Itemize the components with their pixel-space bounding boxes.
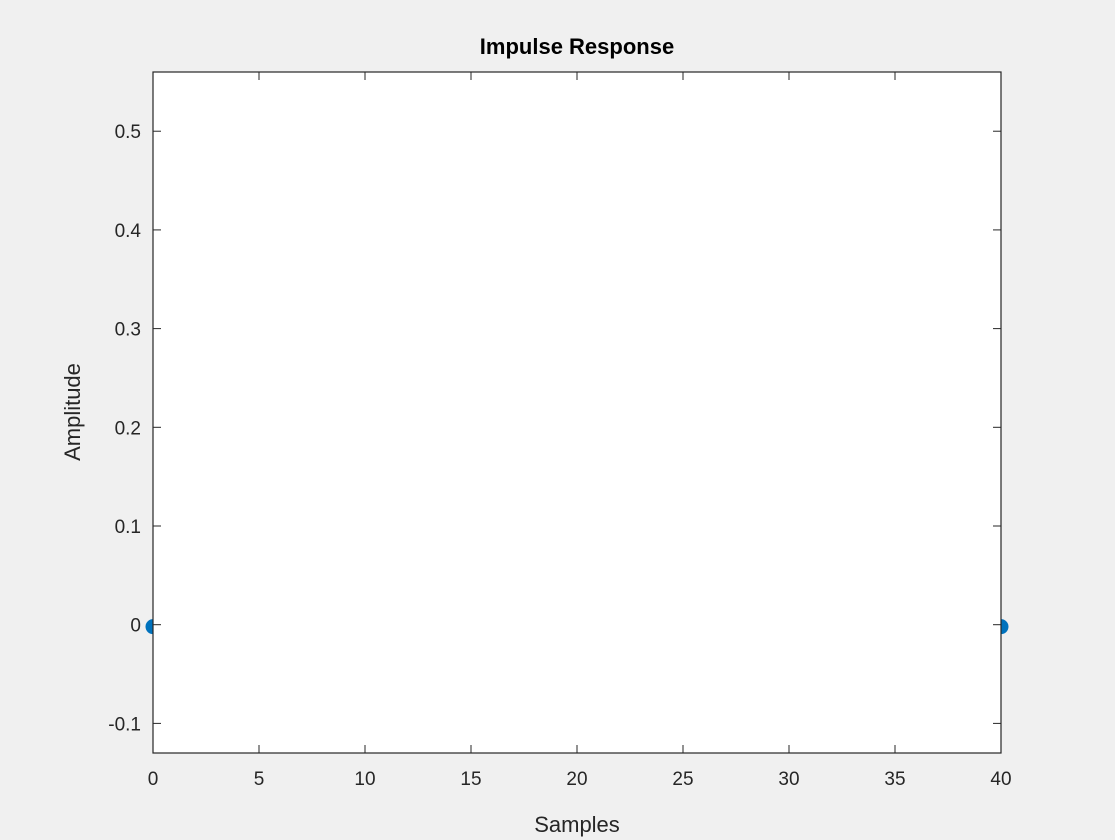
y-tick-label: 0.5	[115, 122, 141, 143]
y-tick-label: 0	[130, 616, 141, 637]
x-tick-label: 15	[460, 769, 481, 790]
x-tick-label: 20	[566, 769, 587, 790]
x-axis-ticks: 0 5 10 15 20 25 30 35 40	[148, 72, 1012, 790]
x-tick-label: 0	[148, 769, 159, 790]
y-axis-label: Amplitude	[60, 363, 85, 461]
x-tick-label: 30	[778, 769, 799, 790]
x-tick-label: 25	[672, 769, 693, 790]
x-tick-label: 40	[990, 769, 1011, 790]
chart-title: Impulse Response	[480, 34, 674, 59]
y-axis-ticks: -0.1 0 0.1 0.2 0.3 0.4 0.5	[108, 122, 1001, 735]
y-tick-label: 0.2	[115, 418, 141, 439]
x-tick-label: 35	[884, 769, 905, 790]
y-tick-label: 0.3	[115, 320, 141, 341]
y-tick-label: 0.1	[115, 517, 141, 538]
axes-box	[152, 71, 1002, 754]
x-tick-label: 10	[354, 769, 375, 790]
x-axis-label: Samples	[534, 812, 620, 837]
y-tick-label: 0.4	[115, 221, 142, 242]
y-tick-label: -0.1	[108, 714, 141, 735]
x-tick-label: 5	[254, 769, 265, 790]
